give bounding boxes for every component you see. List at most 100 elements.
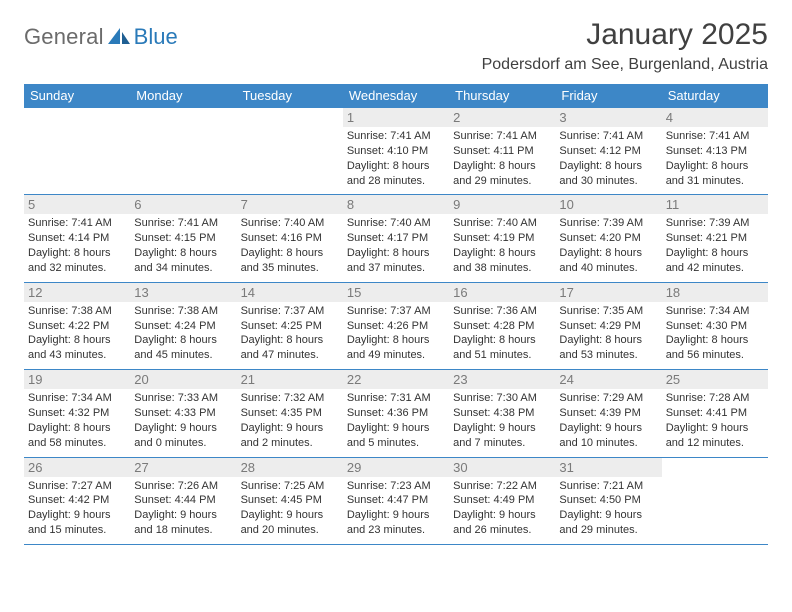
day-detail-line: Sunrise: 7:41 AM [453,129,551,144]
day-number: 21 [237,370,343,389]
day-detail-line: and 18 minutes. [134,523,232,538]
day-cell: 17Sunrise: 7:35 AMSunset: 4:29 PMDayligh… [555,283,661,369]
weeks-container: 1Sunrise: 7:41 AMSunset: 4:10 PMDaylight… [24,108,768,545]
day-detail-line: Daylight: 8 hours [134,246,232,261]
day-detail-line: and 31 minutes. [666,174,764,189]
day-details: Sunrise: 7:33 AMSunset: 4:33 PMDaylight:… [134,391,232,450]
day-number: 16 [449,283,555,302]
day-number: 29 [343,458,449,477]
day-details: Sunrise: 7:40 AMSunset: 4:16 PMDaylight:… [241,216,339,275]
page: General Blue January 2025 Podersdorf am … [0,0,792,545]
day-number: 4 [662,108,768,127]
day-detail-line: Sunset: 4:10 PM [347,144,445,159]
day-details: Sunrise: 7:37 AMSunset: 4:26 PMDaylight:… [347,304,445,363]
title-block: January 2025 Podersdorf am See, Burgenla… [482,18,768,74]
day-number: 30 [449,458,555,477]
day-cell: 18Sunrise: 7:34 AMSunset: 4:30 PMDayligh… [662,283,768,369]
day-cell: 5Sunrise: 7:41 AMSunset: 4:14 PMDaylight… [24,195,130,281]
day-detail-line: Daylight: 9 hours [241,421,339,436]
day-detail-line: Sunset: 4:50 PM [559,493,657,508]
day-detail-line: and 26 minutes. [453,523,551,538]
day-details: Sunrise: 7:27 AMSunset: 4:42 PMDaylight:… [28,479,126,538]
day-number: 20 [130,370,236,389]
day-detail-line: Daylight: 9 hours [559,508,657,523]
day-detail-line: and 7 minutes. [453,436,551,451]
day-detail-line: and 29 minutes. [453,174,551,189]
day-cell: 8Sunrise: 7:40 AMSunset: 4:17 PMDaylight… [343,195,449,281]
day-number: 23 [449,370,555,389]
week-row: 12Sunrise: 7:38 AMSunset: 4:22 PMDayligh… [24,283,768,370]
day-detail-line: Sunset: 4:26 PM [347,319,445,334]
day-detail-line: Sunrise: 7:41 AM [28,216,126,231]
day-detail-line: Daylight: 9 hours [134,421,232,436]
day-detail-line: Sunset: 4:25 PM [241,319,339,334]
day-cell: 21 Sunrise: 7:32 AMSunset: 4:35 PMDayligh… [237,370,343,456]
day-detail-line: Daylight: 8 hours [28,421,126,436]
day-detail-line: Sunrise: 7:33 AM [134,391,232,406]
day-detail-line: Sunset: 4:41 PM [666,406,764,421]
day-details: Sunrise: 7:32 AMSunset: 4:35 PMDaylight:… [241,391,339,450]
day-cell: 16Sunrise: 7:36 AMSunset: 4:28 PMDayligh… [449,283,555,369]
day-number: 17 [555,283,661,302]
day-number: 24 [555,370,661,389]
day-detail-line: Daylight: 9 hours [241,508,339,523]
day-cell: 11Sunrise: 7:39 AMSunset: 4:21 PMDayligh… [662,195,768,281]
day-details: Sunrise: 7:34 AMSunset: 4:30 PMDaylight:… [666,304,764,363]
day-details: Sunrise: 7:23 AMSunset: 4:47 PMDaylight:… [347,479,445,538]
day-detail-line: Daylight: 8 hours [28,333,126,348]
day-detail-line: Daylight: 9 hours [559,421,657,436]
day-number: 12 [24,283,130,302]
day-cell: 25Sunrise: 7:28 AMSunset: 4:41 PMDayligh… [662,370,768,456]
day-detail-line: Sunset: 4:15 PM [134,231,232,246]
day-detail-line: and 56 minutes. [666,348,764,363]
day-detail-line: Sunset: 4:12 PM [559,144,657,159]
day-details: Sunrise: 7:38 AMSunset: 4:24 PMDaylight:… [134,304,232,363]
day-number: 7 [237,195,343,214]
day-detail-line: Sunset: 4:17 PM [347,231,445,246]
day-detail-line: Sunrise: 7:37 AM [347,304,445,319]
day-detail-line: Sunset: 4:24 PM [134,319,232,334]
day-number: 9 [449,195,555,214]
day-detail-line: Sunset: 4:45 PM [241,493,339,508]
day-cell: 28Sunrise: 7:25 AMSunset: 4:45 PMDayligh… [237,458,343,544]
month-title: January 2025 [482,18,768,52]
day-detail-line: Daylight: 9 hours [134,508,232,523]
day-detail-line: Sunset: 4:14 PM [28,231,126,246]
day-details: Sunrise: 7:41 AMSunset: 4:12 PMDaylight:… [559,129,657,188]
day-detail-line: and 0 minutes. [134,436,232,451]
day-cell: 9Sunrise: 7:40 AMSunset: 4:19 PMDaylight… [449,195,555,281]
day-detail-line: Daylight: 8 hours [28,246,126,261]
day-detail-line: Sunrise: 7:34 AM [666,304,764,319]
day-detail-line: Sunrise: 7:32 AM [241,391,339,406]
day-detail-line: Sunset: 4:44 PM [134,493,232,508]
day-detail-line: and 30 minutes. [559,174,657,189]
day-number: 1 [343,108,449,127]
day-detail-line: and 37 minutes. [347,261,445,276]
week-row: 19Sunrise: 7:34 AMSunset: 4:32 PMDayligh… [24,370,768,457]
day-number: 27 [130,458,236,477]
day-detail-line: Daylight: 8 hours [347,333,445,348]
day-details: Sunrise: 7:41 AMSunset: 4:11 PMDaylight:… [453,129,551,188]
day-cell: 19Sunrise: 7:34 AMSunset: 4:32 PMDayligh… [24,370,130,456]
day-detail-line: Daylight: 9 hours [453,508,551,523]
location: Podersdorf am See, Burgenland, Austria [482,56,768,74]
day-number: 13 [130,283,236,302]
day-detail-line: Sunset: 4:36 PM [347,406,445,421]
day-detail-line: Sunset: 4:35 PM [241,406,339,421]
day-detail-line: and 53 minutes. [559,348,657,363]
day-detail-line: and 10 minutes. [559,436,657,451]
day-detail-line: Sunrise: 7:35 AM [559,304,657,319]
day-number: 11 [662,195,768,214]
day-cell: 12Sunrise: 7:38 AMSunset: 4:22 PMDayligh… [24,283,130,369]
day-detail-line: Daylight: 8 hours [347,246,445,261]
day-cell: 29 Sunrise: 7:23 AMSunset: 4:47 PMDayligh… [343,458,449,544]
day-details: Sunrise: 7:37 AMSunset: 4:25 PMDaylight:… [241,304,339,363]
day-cell [130,108,236,194]
day-detail-line: Daylight: 8 hours [347,159,445,174]
day-detail-line: Daylight: 9 hours [347,508,445,523]
day-cell: 24Sunrise: 7:29 AMSunset: 4:39 PMDayligh… [555,370,661,456]
day-detail-line: and 32 minutes. [28,261,126,276]
day-cell: 3Sunrise: 7:41 AMSunset: 4:12 PMDaylight… [555,108,661,194]
day-detail-line: Sunrise: 7:40 AM [453,216,551,231]
weekday-header: Wednesday [343,84,449,108]
